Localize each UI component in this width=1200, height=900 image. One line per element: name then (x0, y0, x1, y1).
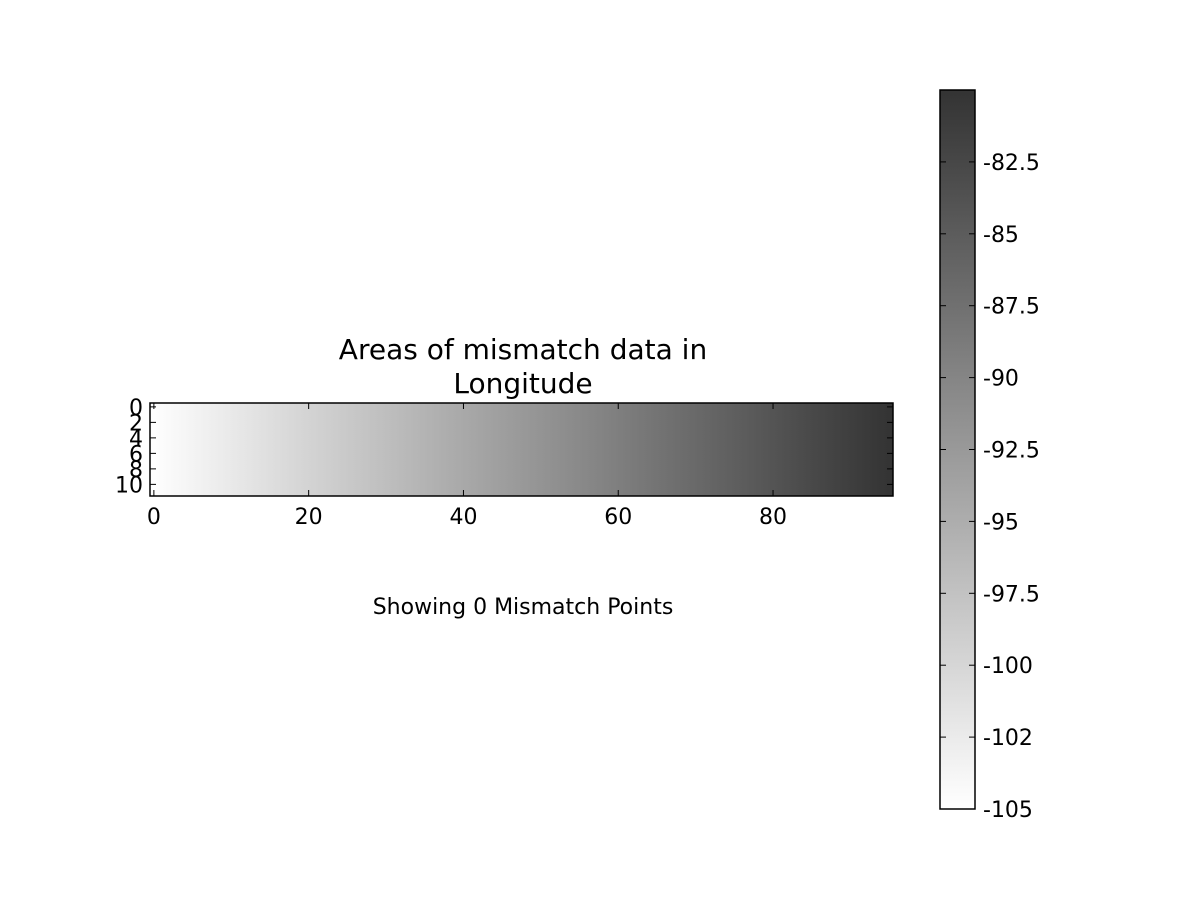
y-tick-label-2: 2 (129, 411, 143, 436)
x-tick-label-40: 40 (449, 505, 477, 530)
colorbar: -105 -102 -100 -97.5 -95 -92.5 -90 -87.5 -85 -82.… (939, 89, 1040, 823)
x-tick-label-0: 0 (147, 505, 161, 530)
y-tick-label-0: 0 (129, 396, 143, 421)
colorbar-tick-label-8: -85 (983, 223, 1019, 248)
chart-title: Areas of mismatch data in Longitude (339, 333, 707, 400)
chart-title-line-1: Areas of mismatch data in (339, 333, 707, 366)
x-axis-ticks: 0 20 40 60 80 (147, 403, 787, 530)
x-tick-label-60: 60 (604, 505, 632, 530)
y-tick-label-4: 4 (129, 427, 143, 452)
colorbar-tick-label-4: -95 (983, 510, 1019, 535)
y-tick-label-10: 10 (115, 473, 143, 498)
chart-title-line-2: Longitude (453, 367, 592, 400)
heatmap-image (150, 403, 893, 496)
heatmap-frame (149, 402, 894, 497)
mismatch-caption: Showing 0 Mismatch Points (373, 595, 674, 620)
colorbar-tick-label-2: -100 (983, 654, 1033, 679)
colorbar-tick-label-3: -97.5 (983, 582, 1040, 607)
y-tick-label-6: 6 (129, 442, 143, 467)
colorbar-tick-label-7: -87.5 (983, 295, 1040, 320)
x-tick-label-80: 80 (759, 505, 787, 530)
colorbar-tick-label-0: -105 (983, 798, 1033, 823)
colorbar-tick-label-9: -82.5 (983, 151, 1040, 176)
colorbar-tick-label-6: -90 (983, 367, 1019, 392)
colorbar-tick-label-1: -102 (983, 726, 1033, 751)
x-tick-label-20: 20 (295, 505, 323, 530)
colorbar-ticks: -105 -102 -100 -97.5 -95 -92.5 -90 -87.5 -85 -82.… (940, 151, 1040, 823)
y-tick-label-8: 8 (129, 458, 143, 483)
colorbar-tick-label-5: -92.5 (983, 439, 1040, 464)
